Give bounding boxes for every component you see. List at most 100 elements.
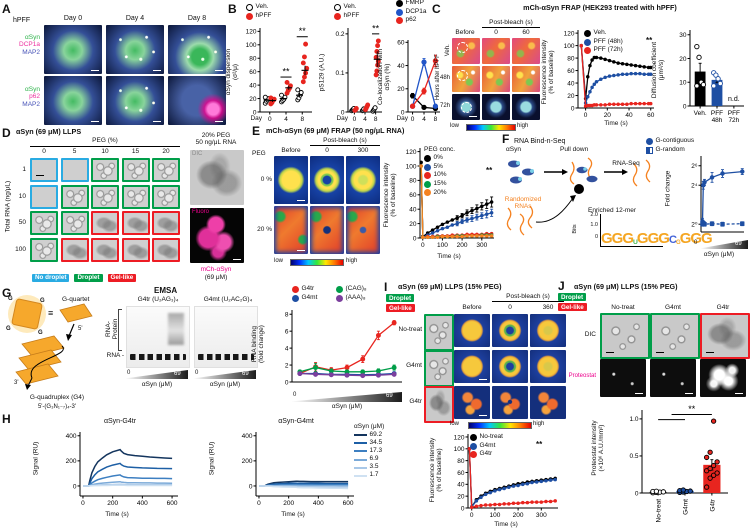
svg-text:40: 40 [249, 82, 257, 89]
spr-g4tr-xlabel: Time (s) [105, 511, 129, 518]
i-colorbar-high: high [533, 421, 545, 427]
llps-cell-rna0-peg0 [30, 158, 58, 182]
svg-text:40: 40 [457, 482, 465, 489]
rna-binding-ylabel: RNA binding (fold change) [250, 325, 265, 363]
i-col-360s: 360 [542, 304, 554, 311]
frap-gel-0s [310, 206, 344, 254]
d-rna-1: 1 [22, 166, 26, 173]
frap-invitro-legend: PEG conc. 0% 5% 10% 15% 20% [424, 146, 455, 198]
coloc-xword: Day [396, 115, 408, 122]
legend-marker-icon [646, 146, 653, 154]
day0-header: Day 0 [63, 15, 83, 22]
logo-letter: G [658, 230, 670, 248]
e-postbleach-header: Post-bleach (s) [310, 137, 380, 147]
scale-bar [215, 69, 223, 71]
micrograph-dcp1a-day4 [106, 25, 164, 74]
scale-bar [215, 120, 223, 122]
legend-marker-icon [354, 466, 367, 469]
scale-bar [735, 392, 743, 394]
micrograph-dcp1a-day8 [168, 25, 226, 74]
legend-label: PFF (72h) [593, 46, 623, 54]
legend-marker-icon [354, 474, 367, 477]
f-gradient-axis [701, 240, 748, 249]
bindnseq-plot: 2⁰ 2⁴ 2⁶ [691, 156, 745, 233]
legend-item: Veh. [246, 4, 271, 11]
g-three-prime: 3' [14, 380, 19, 386]
legend-marker-icon [354, 450, 367, 453]
g-quadruplex-label: G-quadruplex (G4) [29, 394, 85, 401]
ps129-legend: Veh. hPFF [334, 4, 359, 21]
dcp1a-channel-label: DCP1a [19, 41, 40, 49]
legend-item: 3.5 [354, 464, 384, 471]
legend-item: FMRP [396, 0, 426, 7]
frap-hek-xlabel: Time (s) [604, 120, 628, 127]
legend-label: Veh. [343, 3, 357, 11]
llps-cell-rna2-peg3 [121, 211, 150, 235]
llps-cell-rna0-peg4 [152, 158, 180, 182]
e-col-0s: 0 [325, 147, 329, 154]
panel-j-title: αSyn (69 μM) LLPS (15% PEG) [574, 282, 678, 291]
emsa-grad2-0: 0 [195, 370, 199, 376]
ps129-plot: 00.10.20 4 8** [335, 23, 382, 123]
legend-marker-icon [246, 4, 253, 11]
d-inset-dic-label: DIC [192, 151, 203, 157]
legend-label: 15% [433, 180, 447, 188]
scale-bar [479, 378, 487, 380]
svg-text:**: ** [282, 67, 290, 77]
legend-item: 20% [424, 189, 455, 197]
panel-c-title: mCh-αSyn FRAP (HEK293 treated with hPFF) [523, 3, 677, 12]
svg-text:0.1: 0.1 [335, 70, 344, 77]
bleach-roi [457, 70, 468, 81]
legend-label: 5% [433, 162, 443, 170]
chart-diffusion: 0 10 20 30 Veh. PFF 48h PFF 72h n.d. [672, 26, 748, 124]
i-col-0s: 0 [508, 304, 512, 311]
c-row-veh: Veh. [444, 44, 451, 57]
legend-label: hPFF [343, 11, 360, 19]
svg-text:0: 0 [353, 116, 357, 123]
legend-item: 17.3 [354, 448, 384, 455]
frap-g4-xlabel: Time (s) [494, 521, 518, 528]
p62-channel-label: p62 [29, 93, 40, 101]
logo-letter: G [611, 230, 624, 248]
legend-marker-icon [424, 189, 431, 197]
i-row-notreat: No-treat [398, 326, 422, 333]
frap-gel-300s [346, 206, 380, 254]
f-bits-2: 2.0 [590, 212, 598, 218]
svg-text:4: 4 [422, 116, 426, 123]
legend-item: No-treat [470, 434, 503, 441]
legend-marker-icon [646, 138, 653, 145]
svg-text:60: 60 [567, 68, 575, 75]
i-dic-notreat [424, 314, 454, 351]
svg-text:4: 4 [363, 116, 367, 123]
llps-cell-rna2-peg4 [152, 211, 180, 235]
g-letter: G [6, 326, 11, 332]
bindnseq-legend: G-contiguous G-random [646, 138, 694, 155]
llps-cell-rna1-peg1 [60, 184, 89, 209]
coloc-legend: FMRP DCP1a p62 [396, 0, 426, 26]
e-colorbar-low: low [274, 258, 284, 264]
f-enriched-label: Enriched 12-mer [588, 207, 637, 214]
svg-text:300: 300 [476, 242, 487, 249]
svg-text:200: 200 [283, 500, 294, 507]
legend-label: 17.3 [369, 447, 383, 455]
legend-label: 69.2 [369, 431, 383, 438]
legend-title: αSyn (μM) [354, 423, 385, 430]
f-randomized-label: Randomized RNAs [504, 196, 542, 211]
bleach-roi [457, 42, 468, 53]
scale-bar [606, 351, 614, 353]
rna-binding-xlabel: αSyn (μM) [331, 403, 363, 410]
j-col-g4mt: G4mt [665, 304, 681, 311]
svg-text:30: 30 [679, 32, 687, 39]
g-letter: G [40, 298, 45, 304]
svg-text:20: 20 [567, 93, 575, 100]
d-rna-50: 50 [18, 219, 26, 226]
llps-cell-rna3-peg4 [152, 237, 180, 262]
legend-marker-icon [470, 442, 477, 450]
panel-f-title: RNA Bind-n-Seq [514, 138, 566, 145]
svg-text:0: 0 [249, 483, 253, 490]
legend-label: (CAG)₈ [345, 285, 367, 293]
spr-legend: αSyn (μM) 69.2 34.5 17.3 6.9 3.5 1.7 [354, 423, 385, 481]
svg-text:600: 600 [167, 500, 178, 507]
g-letter: G [38, 330, 43, 336]
